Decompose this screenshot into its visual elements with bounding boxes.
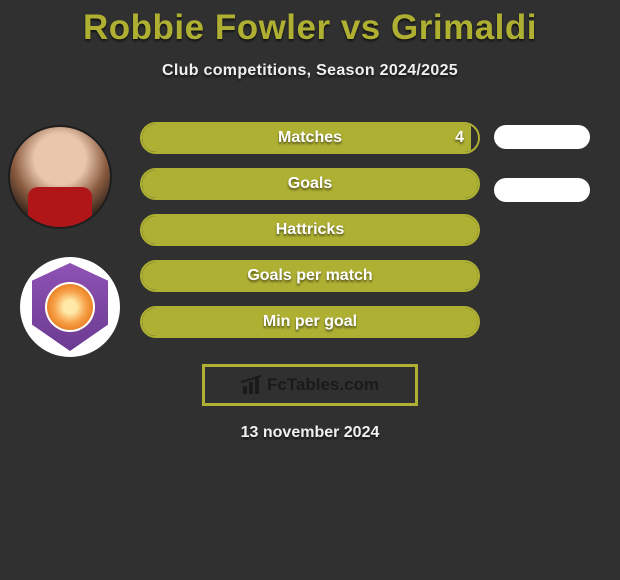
club-shield-icon	[32, 263, 108, 351]
stat-label: Hattricks	[142, 216, 478, 244]
stat-bar-hattricks: Hattricks	[140, 214, 480, 246]
brand-badge[interactable]: FcTables.com	[202, 364, 418, 406]
stat-label: Matches	[142, 124, 478, 152]
stat-bar-goals: Goals	[140, 168, 480, 200]
avatars	[8, 125, 130, 357]
subtitle: Club competitions, Season 2024/2025	[0, 62, 620, 80]
stat-bar-gpm: Goals per match	[140, 260, 480, 292]
stat-value: 4	[455, 124, 464, 152]
stat-label: Goals	[142, 170, 478, 198]
stat-bar-mpg: Min per goal	[140, 306, 480, 338]
stat-label: Min per goal	[142, 308, 478, 336]
player1-avatar	[8, 125, 112, 229]
sun-icon	[45, 282, 95, 332]
brand-name: FcTables.com	[267, 375, 379, 395]
stat-bar-matches: Matches4	[140, 122, 480, 154]
comparison-pill-goals	[494, 178, 590, 202]
chart-icon	[241, 376, 261, 394]
page-title: Robbie Fowler vs Grimaldi	[0, 0, 620, 48]
player2-club-badge	[20, 257, 120, 357]
stat-label: Goals per match	[142, 262, 478, 290]
comparison-pill-matches	[494, 125, 590, 149]
stat-bars: Matches4 Goals Hattricks Goals per match Min…	[140, 122, 480, 352]
date-text: 13 november 2024	[0, 424, 620, 442]
